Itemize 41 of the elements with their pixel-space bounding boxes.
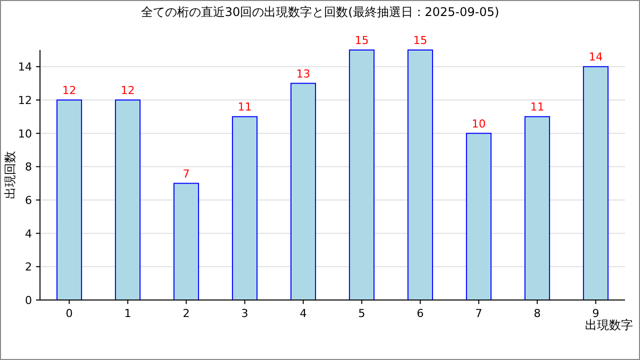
data-label: 10 (472, 117, 486, 130)
bar (290, 82, 316, 300)
x-tick-label: 5 (358, 307, 366, 320)
bar (56, 100, 82, 300)
data-label: 11 (530, 100, 544, 114)
y-tick-label: 6 (25, 194, 32, 207)
y-tick-label: 12 (18, 94, 32, 107)
data-label: 15 (413, 34, 428, 47)
x-tick-label: 7 (475, 307, 482, 320)
data-label: 11 (238, 100, 252, 114)
chart-title: 全ての桁の直近30回の出現数字と回数(最終抽選日：2025-09-05) (140, 5, 500, 19)
bar (407, 50, 434, 300)
bar (466, 132, 492, 300)
x-tick-label: 6 (416, 307, 424, 320)
data-label: 12 (62, 84, 76, 97)
bar (173, 182, 200, 300)
x-tick-label: 0 (66, 307, 73, 320)
y-tick-label: 4 (25, 227, 32, 240)
x-axis-title: 出現数字 (585, 318, 633, 332)
x-tick-label: 3 (241, 307, 248, 320)
bar (114, 100, 141, 300)
data-label: 15 (354, 34, 369, 47)
bar (232, 116, 258, 300)
y-tick-label: 10 (18, 127, 32, 140)
y-tick-label: 2 (25, 260, 32, 274)
data-label: 14 (588, 50, 603, 64)
y-tick-label: 8 (25, 160, 32, 174)
bar (582, 66, 609, 300)
y-tick-label: 0 (25, 294, 32, 307)
x-tick-label: 9 (592, 307, 600, 320)
y-tick-label: 14 (18, 60, 32, 74)
data-label: 13 (296, 67, 310, 80)
bar (348, 50, 375, 300)
x-tick-label: 1 (124, 307, 132, 320)
data-label: 12 (120, 84, 135, 97)
x-tick-label: 4 (300, 307, 307, 320)
bar (524, 116, 550, 300)
y-axis-title: 出現回数 (3, 151, 17, 199)
x-tick-label: 8 (534, 307, 541, 320)
data-label: 7 (182, 167, 190, 180)
x-tick-label: 2 (182, 307, 190, 320)
